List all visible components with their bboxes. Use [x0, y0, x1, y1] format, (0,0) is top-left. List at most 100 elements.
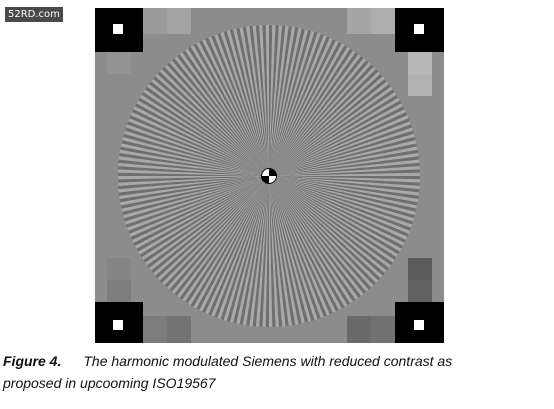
star-spoke: [177, 54, 269, 177]
star-spoke: [269, 176, 405, 246]
star-spoke: [269, 176, 324, 318]
star-spoke: [269, 27, 302, 177]
figure-label: Figure 4.: [3, 353, 62, 369]
star-spoke: [164, 176, 269, 288]
star-spoke: [129, 115, 269, 176]
star-spoke: [135, 176, 269, 249]
star-spoke: [190, 45, 269, 177]
star-spoke: [269, 100, 402, 176]
star-spoke: [269, 176, 299, 325]
star-spoke: [118, 156, 270, 176]
star-spoke: [269, 127, 414, 176]
star-spoke: [119, 149, 269, 176]
star-spoke: [155, 176, 269, 279]
corner-marker-top-right: [395, 8, 444, 52]
star-spoke: [269, 149, 419, 176]
star-spoke: [249, 25, 269, 177]
star-spoke: [269, 176, 273, 327]
star-spoke: [246, 176, 269, 326]
star-spoke: [124, 176, 269, 222]
star-spoke: [269, 33, 321, 176]
star-spoke: [179, 52, 269, 177]
watermark-logo: 52RD.com: [5, 7, 63, 22]
gray-patch: [107, 280, 131, 302]
corner-marker-top-left: [95, 8, 143, 52]
center-marker: [261, 168, 277, 184]
star-spoke: [121, 140, 269, 176]
figure-caption: Figure 4. The harmonic modulated Siemens …: [3, 350, 543, 394]
star-spoke: [124, 130, 269, 176]
star-spoke: [269, 78, 387, 176]
star-spoke: [147, 84, 269, 176]
star-spoke: [269, 176, 414, 225]
star-spoke: [265, 176, 269, 327]
gray-patch: [143, 8, 167, 34]
star-spoke: [269, 176, 419, 199]
star-spoke: [269, 176, 418, 206]
star-spoke: [269, 176, 416, 216]
gray-patch: [107, 258, 131, 280]
star-spoke: [269, 25, 276, 176]
star-spoke: [269, 176, 312, 322]
star-spoke: [122, 136, 269, 176]
star-spoke: [126, 176, 269, 228]
star-spoke: [118, 176, 270, 196]
star-spoke: [269, 176, 276, 327]
star-spoke: [269, 30, 312, 177]
star-spoke: [118, 162, 269, 176]
star-spoke: [259, 176, 269, 327]
star-spoke: [269, 176, 348, 307]
star-spoke: [196, 42, 269, 177]
star-spoke: [269, 172, 420, 176]
star-spoke: [269, 176, 420, 180]
star-spoke: [118, 172, 269, 176]
corner-marker-bottom-right: [395, 302, 444, 343]
star-spoke: [269, 140, 417, 176]
gray-patch: [347, 316, 371, 343]
star-spoke: [141, 92, 269, 176]
star-spoke: [136, 100, 269, 176]
star-spoke: [138, 97, 269, 176]
gray-patch: [143, 316, 167, 343]
star-spoke: [269, 34, 324, 176]
star-spoke: [246, 26, 269, 176]
star-spoke: [229, 29, 269, 176]
star-spoke: [269, 176, 336, 313]
star-spoke: [182, 176, 269, 302]
star-spoke: [269, 103, 403, 176]
star-spoke: [269, 156, 420, 176]
star-spoke: [269, 89, 395, 176]
star-spoke: [269, 176, 391, 268]
star-spoke: [157, 71, 269, 176]
star-spoke: [166, 176, 269, 290]
star-spoke: [269, 26, 292, 176]
star-spoke: [208, 36, 269, 177]
star-spoke: [124, 127, 270, 176]
star-spoke: [269, 176, 318, 321]
caption-line-2: proposed in upcooming ISO19567: [3, 375, 216, 391]
star-spoke: [155, 73, 269, 176]
star-spoke: [147, 176, 269, 268]
star-spoke: [255, 176, 269, 327]
star-spoke: [269, 54, 361, 177]
star-spoke: [164, 64, 269, 176]
star-spoke: [205, 176, 269, 315]
star-spoke: [269, 37, 333, 176]
star-spoke: [143, 89, 269, 176]
star-spoke: [269, 86, 393, 176]
star-spoke: [269, 52, 359, 177]
star-spoke: [120, 143, 270, 176]
star-spoke: [269, 176, 289, 327]
star-spoke: [153, 176, 269, 276]
gray-patch: [167, 8, 191, 34]
star-spoke: [269, 176, 420, 190]
star-spoke: [252, 25, 269, 176]
star-spoke: [269, 176, 403, 249]
star-spoke: [269, 143, 418, 176]
star-spoke: [269, 176, 296, 326]
star-spoke: [159, 176, 269, 283]
star-spoke: [269, 176, 412, 228]
star-spoke: [119, 153, 269, 176]
star-spoke: [269, 176, 372, 290]
star-spoke: [269, 56, 364, 177]
